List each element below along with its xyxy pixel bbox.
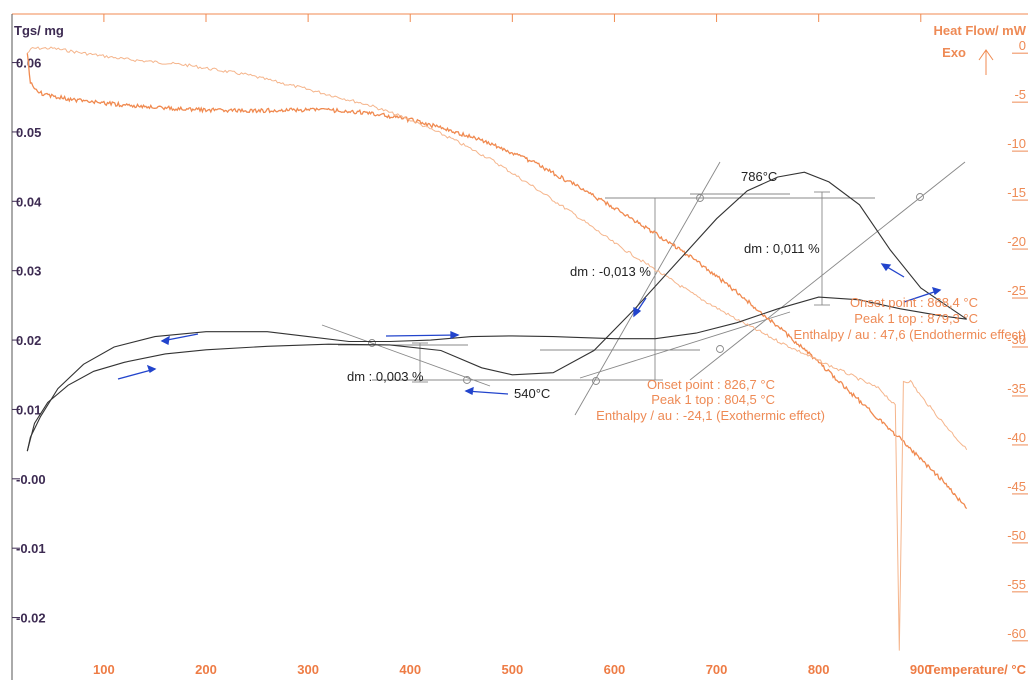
tangent-point-marker — [463, 376, 471, 384]
x-axis-label: Temperature/ °C — [926, 662, 1026, 677]
cooling-direction-arrow-icon — [385, 331, 460, 339]
tangent-point-marker — [916, 193, 924, 201]
plot-frame — [11, 13, 1028, 680]
heating-direction-arrow-icon — [903, 287, 942, 303]
cooling-direction-arrow-icon — [160, 333, 199, 345]
right-tick-label: -40 — [1007, 430, 1026, 445]
right-tick-label: 0 — [1019, 38, 1026, 53]
tg-heating-series — [26, 171, 968, 452]
x-tick-label: 300 — [297, 662, 319, 677]
heatflow-cooling-series — [26, 53, 968, 510]
endo-peak-label: Peak 1 top : 879,3 °C — [854, 311, 978, 326]
x-tick-label: 500 — [501, 662, 523, 677]
exo-label: Exo — [942, 45, 966, 60]
right-tick-label: -15 — [1007, 185, 1026, 200]
tangent-line — [574, 161, 721, 416]
tg-cooling-series — [26, 296, 967, 452]
tangent-line — [321, 324, 491, 387]
temp-786-label: 786°C — [741, 169, 777, 184]
exo-onset-label: Onset point : 826,7 °C — [647, 377, 775, 392]
right-tick-label: -55 — [1007, 577, 1026, 592]
exo-peak-label: Peak 1 top : 804,5 °C — [651, 392, 775, 407]
heating-direction-arrow-icon — [117, 364, 157, 380]
x-tick-label: 100 — [93, 662, 115, 677]
dm-annotation-3: dm : 0,011 % — [744, 241, 820, 256]
exo-arrow-icon — [978, 49, 994, 75]
temp-540-label: 540°C — [514, 386, 550, 401]
endo-enthalpy-label: Enthalpy / au : 47,6 (Endothermic effect… — [794, 327, 1026, 342]
tangent-point-marker — [368, 339, 376, 347]
tangent-point-marker — [592, 377, 600, 385]
tangent-constructions — [321, 161, 966, 416]
right-tick-label: -25 — [1007, 283, 1026, 298]
right-tick-label: -45 — [1007, 479, 1026, 494]
heating-direction-arrow-icon — [464, 386, 509, 395]
right-tick-label: -20 — [1007, 234, 1026, 249]
left-tick-label: 0.02 — [16, 333, 41, 348]
left-tick-label: 0.05 — [16, 125, 41, 140]
right-tick-label: -5 — [1014, 87, 1026, 102]
x-tick-label: 700 — [706, 662, 728, 677]
heating-direction-arrow-icon — [633, 297, 647, 318]
x-axis-ticks: 100 200 300 400 500 600 700 800 900 — [93, 662, 932, 677]
exo-enthalpy-label: Enthalpy / au : -24,1 (Exothermic effect… — [596, 408, 825, 423]
left-tick-label: 0.01 — [16, 402, 41, 417]
x-tick-label: 200 — [195, 662, 217, 677]
dm-annotation-2: dm : -0,013 % — [570, 264, 651, 279]
cooling-direction-arrow-icon — [880, 263, 905, 278]
endo-onset-label: Onset point : 868,4 °C — [850, 295, 978, 310]
direction-arrows — [117, 263, 942, 395]
right-tick-label: -60 — [1007, 626, 1026, 641]
x-tick-marks — [103, 14, 922, 22]
right-axis-ticks: 0 -5 -10 -15 -20 -25 -30 -35 -40 -45 -50 -55 -60 — [1007, 38, 1028, 642]
heatflow-heating-series — [26, 46, 968, 651]
right-tick-label: -50 — [1007, 528, 1026, 543]
right-tick-label: -30 — [1007, 332, 1026, 347]
left-tick-label: -0.02 — [16, 611, 46, 626]
right-tick-label: -10 — [1007, 136, 1026, 151]
baseline-line — [579, 311, 791, 379]
dm-annotation-1: dm : 0,003 % — [347, 369, 424, 384]
left-tick-label: -0.01 — [16, 541, 46, 556]
left-axis-label: Tgs/ mg — [14, 23, 64, 38]
tangent-line — [689, 161, 966, 381]
x-tick-label: 400 — [399, 662, 421, 677]
tangent-point-marker — [716, 345, 724, 353]
left-tick-label: -0.00 — [16, 472, 46, 487]
left-axis-ticks: 0.060.050.040.030.020.01-0.00-0.01-0.02 — [12, 56, 46, 626]
left-tick-label: 0.03 — [16, 264, 41, 279]
x-tick-label: 900 — [910, 662, 932, 677]
x-tick-label: 800 — [808, 662, 830, 677]
left-tick-label: 0.04 — [16, 194, 42, 209]
x-tick-label: 600 — [604, 662, 626, 677]
tangent-point-marker — [696, 194, 704, 202]
right-tick-label: -35 — [1007, 381, 1026, 396]
right-axis-label: Heat Flow/ mW — [934, 23, 1027, 38]
